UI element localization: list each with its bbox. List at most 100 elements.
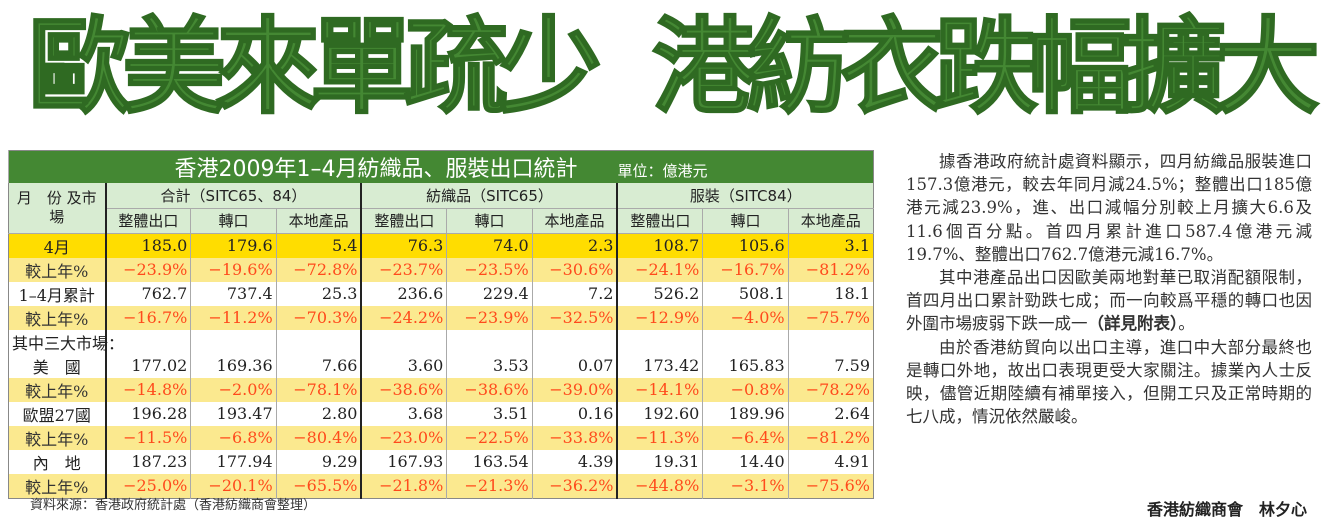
table-cell: −2.0% (190, 377, 277, 402)
table-cell: −80.4% (275, 425, 362, 450)
table-cell: 526.2 (616, 281, 703, 306)
table-cell: −39.0% (531, 377, 618, 402)
table-cell: −11.5% (104, 425, 191, 450)
table-cell: −3.1% (702, 473, 789, 498)
row-label: 4月 (8, 233, 107, 258)
table-cell: −16.7% (104, 305, 191, 330)
headline-part1: 歐美來單疏少 (27, 5, 603, 129)
table-cell: 177.94 (190, 449, 277, 474)
table-cell: −78.1% (275, 377, 362, 402)
table-cell: −65.5% (275, 473, 362, 498)
table-cell: −23.7% (360, 257, 447, 282)
subcolumn-header-row: 整體出口 轉口 本地產品 整體出口 轉口 本地產品 整體出口 轉口 本地產品 (9, 208, 874, 234)
table-cell: −44.8% (616, 473, 703, 498)
table-cell: 7.59 (787, 353, 874, 378)
table-cell: 187.23 (104, 449, 191, 474)
table-cell: 3.53 (446, 353, 533, 378)
table-cell: 189.96 (702, 401, 789, 426)
table-row: 1–4月累計 762.7 737.4 25.3 236.6 229.4 7.2 526.2 50… (8, 281, 874, 306)
subcolumn-header: 本地產品 (275, 208, 362, 234)
table-cell: 179.6 (190, 233, 277, 258)
table-cell: −14.8% (104, 377, 191, 402)
table-row: 美 國 177.02 169.36 7.66 3.60 3.53 0.07 173.42 165… (8, 353, 874, 378)
table-cell: −24.2% (360, 305, 447, 330)
table-cell: −4.0% (702, 305, 789, 330)
table-cell (616, 329, 703, 354)
table-cell: 3.68 (360, 401, 447, 426)
table-row: 內 地 187.23 177.94 9.29 167.93 163.54 4.39 19.31… (8, 449, 874, 474)
table-unit: 單位：億港元 (617, 162, 708, 180)
table-cell: 762.7 (104, 281, 191, 306)
table-cell: 5.4 (275, 233, 362, 258)
row-label: 美 國 (8, 353, 107, 378)
table-row: 較上年% −11.5% −6.8% −80.4% −23.0% −22.5% −33.8% −… (8, 425, 874, 450)
subcolumn-header: 本地產品 (531, 208, 618, 234)
table-cell: −36.2% (531, 473, 618, 498)
article-table-reference: （詳見附表） (1087, 314, 1179, 334)
row-header: 月 份 及市場 (8, 183, 107, 234)
article-body: 據香港政府統計處資料顯示，四月紡織品服裝進口157.3億港元，較去年同月減24.… (906, 150, 1312, 428)
row-label: 較上年% (8, 257, 107, 282)
table-cell: 19.31 (616, 449, 703, 474)
table-cell: −72.8% (275, 257, 362, 282)
subcolumn-header: 轉口 (190, 208, 277, 234)
table-cell: −81.2% (787, 257, 874, 282)
table-cell: 108.7 (616, 233, 703, 258)
subcolumn-header: 整體出口 (104, 208, 191, 234)
table-cell: 25.3 (275, 281, 362, 306)
table-cell: −75.6% (787, 473, 874, 498)
table-cell (787, 329, 874, 354)
row-label: 較上年% (8, 425, 107, 450)
article-paragraph-2-text: 其中港產品出口因歐美兩地對華已取消配額限制，首四月出口累計勁跌七成；而一向較爲平… (906, 268, 1312, 334)
table-cell: 236.6 (360, 281, 447, 306)
table-cell: 3.51 (446, 401, 533, 426)
table-cell: −75.7% (787, 305, 874, 330)
table-cell: −30.6% (531, 257, 618, 282)
table-cell: −21.8% (360, 473, 447, 498)
table-cell: 4.39 (531, 449, 618, 474)
table-cell: −33.8% (531, 425, 618, 450)
table-cell: −6.4% (702, 425, 789, 450)
table-cell: −11.2% (190, 305, 277, 330)
table-cell: −12.9% (616, 305, 703, 330)
source-note: 資料來源：香港政府統計處（香港紡織商會整理） (30, 498, 317, 513)
table-cell: −23.9% (446, 305, 533, 330)
table-cell: 173.42 (616, 353, 703, 378)
table-cell: −70.3% (275, 305, 362, 330)
subcolumn-header: 轉口 (446, 208, 533, 234)
row-label: 其中三大市場： (8, 329, 124, 354)
table-row: 較上年% −25.0% −20.1% −65.5% −21.8% −21.3% −36.2%… (8, 473, 874, 498)
table-row: 歐盟27國 196.28 193.47 2.80 3.68 3.51 0.16 192.60 1… (8, 401, 874, 426)
subcolumn-header: 整體出口 (360, 208, 447, 234)
table-cell: −78.2% (787, 377, 874, 402)
group-header-textiles: 紡織品（SITC65） (360, 183, 618, 209)
table-cell: 7.66 (275, 353, 362, 378)
table-cell: 165.83 (702, 353, 789, 378)
table-cell: −23.9% (104, 257, 191, 282)
row-label: 較上年% (8, 473, 107, 498)
table-cell: −81.2% (787, 425, 874, 450)
table-cell (190, 329, 277, 354)
table-cell: 2.80 (275, 401, 362, 426)
export-statistics-table: 香港2009年1–4月紡織品、服裝出口統計 單位：億港元 月 份 及市場 合計（S… (8, 150, 874, 499)
table-cell: 18.1 (787, 281, 874, 306)
table-cell (104, 329, 191, 354)
table-cell: 737.4 (190, 281, 277, 306)
headline-part2: 港紡衣跌幅擴大 (651, 5, 1321, 129)
table-cell: −11.3% (616, 425, 703, 450)
table-cell: −14.1% (616, 377, 703, 402)
byline: 香港紡織商會 林夕心 (1146, 500, 1307, 519)
table-cell: 76.3 (360, 233, 447, 258)
table-cell: −38.6% (446, 377, 533, 402)
table-cell: −20.1% (190, 473, 277, 498)
table-cell: 3.60 (360, 353, 447, 378)
table-cell: 196.28 (104, 401, 191, 426)
subcolumn-header: 轉口 (702, 208, 789, 234)
table-cell: −32.5% (531, 305, 618, 330)
table-cell: 508.1 (702, 281, 789, 306)
row-label: 1–4月累計 (8, 281, 107, 306)
table-title-row: 香港2009年1–4月紡織品、服裝出口統計 單位：億港元 (8, 150, 874, 183)
table-cell: 229.4 (446, 281, 533, 306)
table-cell: 14.40 (702, 449, 789, 474)
subcolumn-header: 本地產品 (787, 208, 874, 234)
